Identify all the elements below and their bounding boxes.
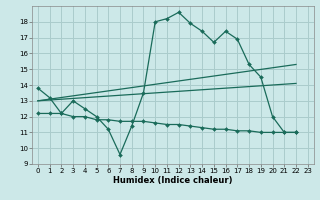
X-axis label: Humidex (Indice chaleur): Humidex (Indice chaleur) [113, 176, 233, 185]
